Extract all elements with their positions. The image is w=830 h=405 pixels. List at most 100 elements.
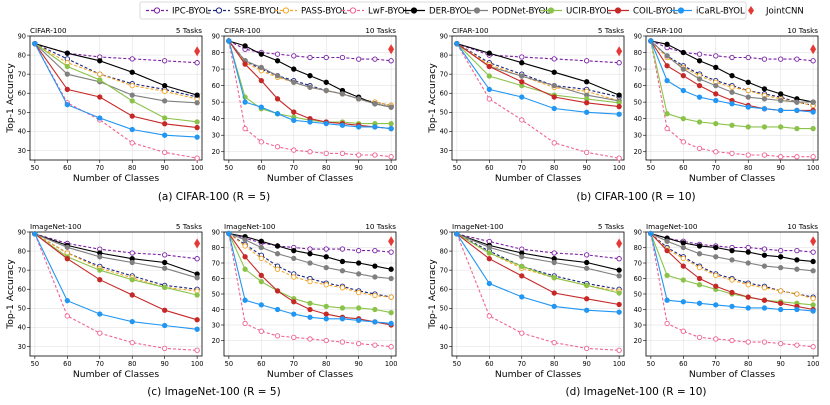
legend-marker xyxy=(473,7,481,14)
data-point xyxy=(323,54,329,61)
data-point xyxy=(32,40,38,47)
panel-dataset-title: ImageNet-100 xyxy=(646,222,698,231)
data-point xyxy=(388,120,394,127)
tick-label-y: 80 xyxy=(440,247,448,255)
data-point xyxy=(129,319,135,325)
data-point xyxy=(584,100,590,106)
data-point xyxy=(664,272,670,279)
y-axis-label: Top-1 Accuracy xyxy=(5,259,16,330)
series-der-byol xyxy=(226,38,394,110)
tick-label-x: 70 xyxy=(290,360,298,368)
data-point xyxy=(258,64,264,71)
data-point xyxy=(794,154,800,160)
data-point xyxy=(584,79,590,85)
series-line xyxy=(228,40,392,125)
series-icarl-byol xyxy=(226,38,394,132)
data-point xyxy=(810,249,816,255)
tick-label-y: 30 xyxy=(634,132,642,140)
tick-label-y: 50 xyxy=(18,305,26,313)
data-point xyxy=(551,82,557,89)
series-lwf-byol xyxy=(226,230,394,350)
data-point xyxy=(810,109,816,115)
data-point xyxy=(551,105,557,112)
series-line xyxy=(650,233,814,298)
y-axis-label: Top-1 Accuracy xyxy=(427,63,438,134)
legend-entry-lwf-byol: LwF-BYOL xyxy=(342,7,410,17)
chart-panel-b-5tasks: 30 40 50 60 70 80 90 50 60 70 80 90 100 CIFAR-100 5 Ta… xyxy=(427,26,625,184)
tick-label-x: 60 xyxy=(679,164,687,172)
jointcnn-marker xyxy=(616,46,623,57)
tick-label-y: 60 xyxy=(18,286,26,294)
data-point xyxy=(162,322,168,329)
data-point xyxy=(129,56,135,62)
series-line xyxy=(34,43,198,123)
legend-label: PODNet-BYOL xyxy=(492,7,550,17)
data-point xyxy=(291,147,297,153)
data-point xyxy=(194,60,200,66)
data-point xyxy=(129,126,135,133)
data-point xyxy=(696,58,703,64)
data-point xyxy=(778,91,784,97)
tick-label-y: 60 xyxy=(634,275,642,283)
data-point xyxy=(372,124,378,130)
tick-label-y: 90 xyxy=(18,228,26,236)
tick-label-y: 40 xyxy=(634,115,642,123)
data-point xyxy=(486,63,492,70)
legend-label: iCaRL-BYOL xyxy=(696,7,745,17)
data-point xyxy=(274,251,281,257)
tick-label-y: 70 xyxy=(212,65,220,73)
data-point xyxy=(372,342,378,348)
series-ssre-byol xyxy=(648,230,816,300)
tick-label-x: 70 xyxy=(712,164,720,172)
tick-label-x: 50 xyxy=(453,360,461,368)
tick-label-y: 70 xyxy=(440,266,448,274)
data-point xyxy=(713,272,719,279)
data-point xyxy=(97,115,103,121)
figure-caption: (a) CIFAR-100 (R = 5) xyxy=(158,191,270,203)
data-point xyxy=(713,91,719,97)
data-point xyxy=(745,260,751,266)
jointcnn-marker xyxy=(810,236,817,247)
tick-label-x: 90 xyxy=(582,164,590,172)
legend-label: COIL-BYOL xyxy=(633,7,678,17)
tick-label-x: 60 xyxy=(63,164,71,172)
x-axis-label: Number of Classes xyxy=(73,173,159,184)
data-point xyxy=(794,56,800,62)
data-point xyxy=(388,58,394,64)
panel-dataset-title: CIFAR-100 xyxy=(30,26,67,35)
data-point xyxy=(551,303,557,310)
data-point xyxy=(584,282,590,289)
tick-label-y: 60 xyxy=(18,90,26,98)
legend-label: PASS-BYOL xyxy=(301,7,347,17)
data-point xyxy=(162,115,168,121)
data-point xyxy=(713,149,719,155)
data-point xyxy=(307,314,313,320)
data-point xyxy=(194,347,200,353)
data-point xyxy=(388,320,394,327)
data-point xyxy=(745,244,751,251)
data-point xyxy=(680,299,686,305)
data-point xyxy=(242,125,248,132)
series-line xyxy=(456,233,620,260)
data-point xyxy=(551,339,557,346)
data-point xyxy=(454,40,460,47)
tick-label-y: 40 xyxy=(634,306,642,314)
series-icarl-byol xyxy=(32,40,200,140)
data-point xyxy=(616,103,622,110)
series-icarl-byol xyxy=(226,230,394,327)
captions: (a) CIFAR-100 (R = 5) (b) CIFAR-100 (R = … xyxy=(147,191,706,398)
data-point xyxy=(745,87,751,94)
series-line xyxy=(456,43,620,96)
series-icarl-byol xyxy=(32,231,200,332)
data-point xyxy=(778,306,784,313)
series-line xyxy=(34,233,198,279)
series-line xyxy=(456,43,620,64)
data-point xyxy=(519,330,525,336)
data-point xyxy=(519,79,525,85)
data-point xyxy=(162,265,168,271)
data-point xyxy=(194,155,200,161)
tick-label-x: 50 xyxy=(225,360,233,368)
data-point xyxy=(794,306,800,313)
panel-tasks-title: 10 Tasks xyxy=(365,222,396,231)
data-point xyxy=(307,260,313,266)
